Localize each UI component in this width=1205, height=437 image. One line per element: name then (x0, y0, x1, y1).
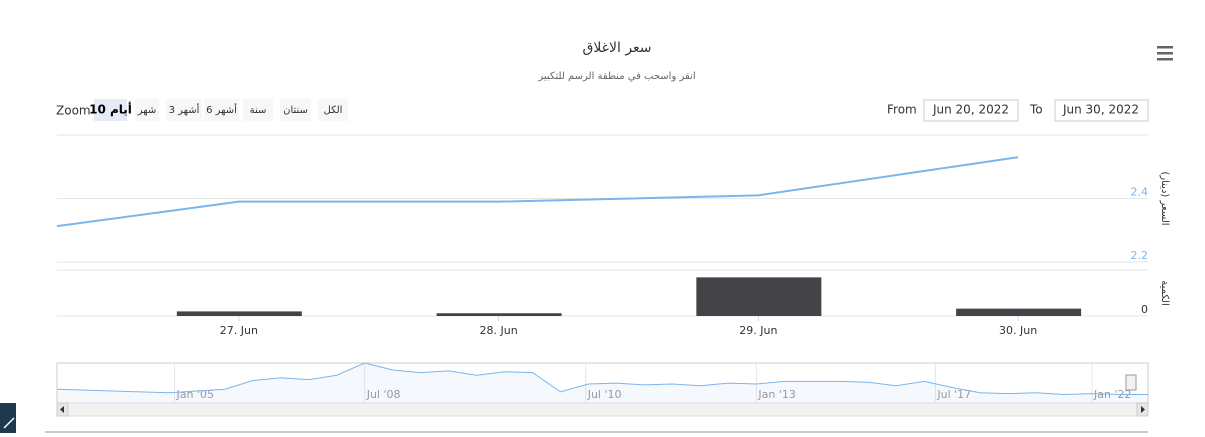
range-button-label: شهر (137, 105, 157, 116)
x-tick-label: 30. Jun (999, 324, 1037, 337)
y-tick-label: 2.4 (1131, 186, 1149, 199)
y-axis-title: الكمية (1159, 280, 1170, 306)
navigator-tick-label: Jul '10 (587, 388, 622, 401)
from-value: Jun 20, 2022 (932, 103, 1009, 117)
range-button[interactable] (166, 99, 202, 121)
x-tick-label: 29. Jun (739, 324, 777, 337)
to-value: Jun 30, 2022 (1062, 103, 1139, 117)
y-axis-title: السعر (دينار) (1159, 171, 1170, 225)
range-button[interactable] (135, 99, 159, 121)
navigator-tick-label: Jan '13 (757, 388, 795, 401)
to-input[interactable] (1054, 99, 1149, 122)
arrow-icon (1141, 406, 1145, 413)
y-tick-label: 0 (1141, 303, 1148, 316)
navigator-tick-label: Jul '17 (936, 388, 971, 401)
corner-icon (3, 417, 15, 429)
to-label: To (1029, 103, 1043, 117)
y-tick-label: 2.2 (1131, 249, 1149, 262)
range-button[interactable] (318, 99, 348, 121)
zoom-label: Zoom (56, 104, 91, 118)
chart-title: سعر الاغلاق (582, 40, 651, 56)
navigator-area (57, 363, 1148, 403)
range-button-label: 10 أيام (89, 102, 132, 118)
range-button[interactable] (243, 99, 273, 121)
range-button-label: 3 أشهر (169, 103, 200, 116)
navigator-tick-label: Jul '08 (366, 388, 401, 401)
range-button-label: الكل (324, 105, 343, 116)
range-button-label: سنتان (283, 105, 308, 116)
range-button[interactable] (94, 99, 127, 121)
arrow-icon (60, 406, 64, 413)
chart-subtitle: انقر واسحب في منطقة الرسم للتكبير (537, 71, 695, 82)
volume-bar (176, 311, 302, 316)
from-input[interactable] (923, 99, 1019, 122)
volume-bar (696, 277, 822, 316)
scrollbar[interactable] (56, 402, 1149, 417)
range-button-label: 6 أشهر (206, 103, 237, 116)
range-button-label: سنة (250, 105, 267, 116)
navigator-handle[interactable] (1125, 374, 1137, 391)
from-label: From (887, 103, 917, 117)
range-button[interactable] (204, 99, 239, 121)
corner-button[interactable] (0, 403, 16, 433)
x-tick-label: 28. Jun (480, 324, 518, 337)
navigator-line (56, 362, 1148, 396)
volume-bar (436, 313, 562, 316)
range-button[interactable] (280, 99, 311, 121)
x-tick-label: 27. Jun (220, 324, 258, 337)
menu-button[interactable] (1157, 46, 1173, 61)
price-line (57, 156, 1019, 228)
volume-bar (956, 308, 1082, 316)
